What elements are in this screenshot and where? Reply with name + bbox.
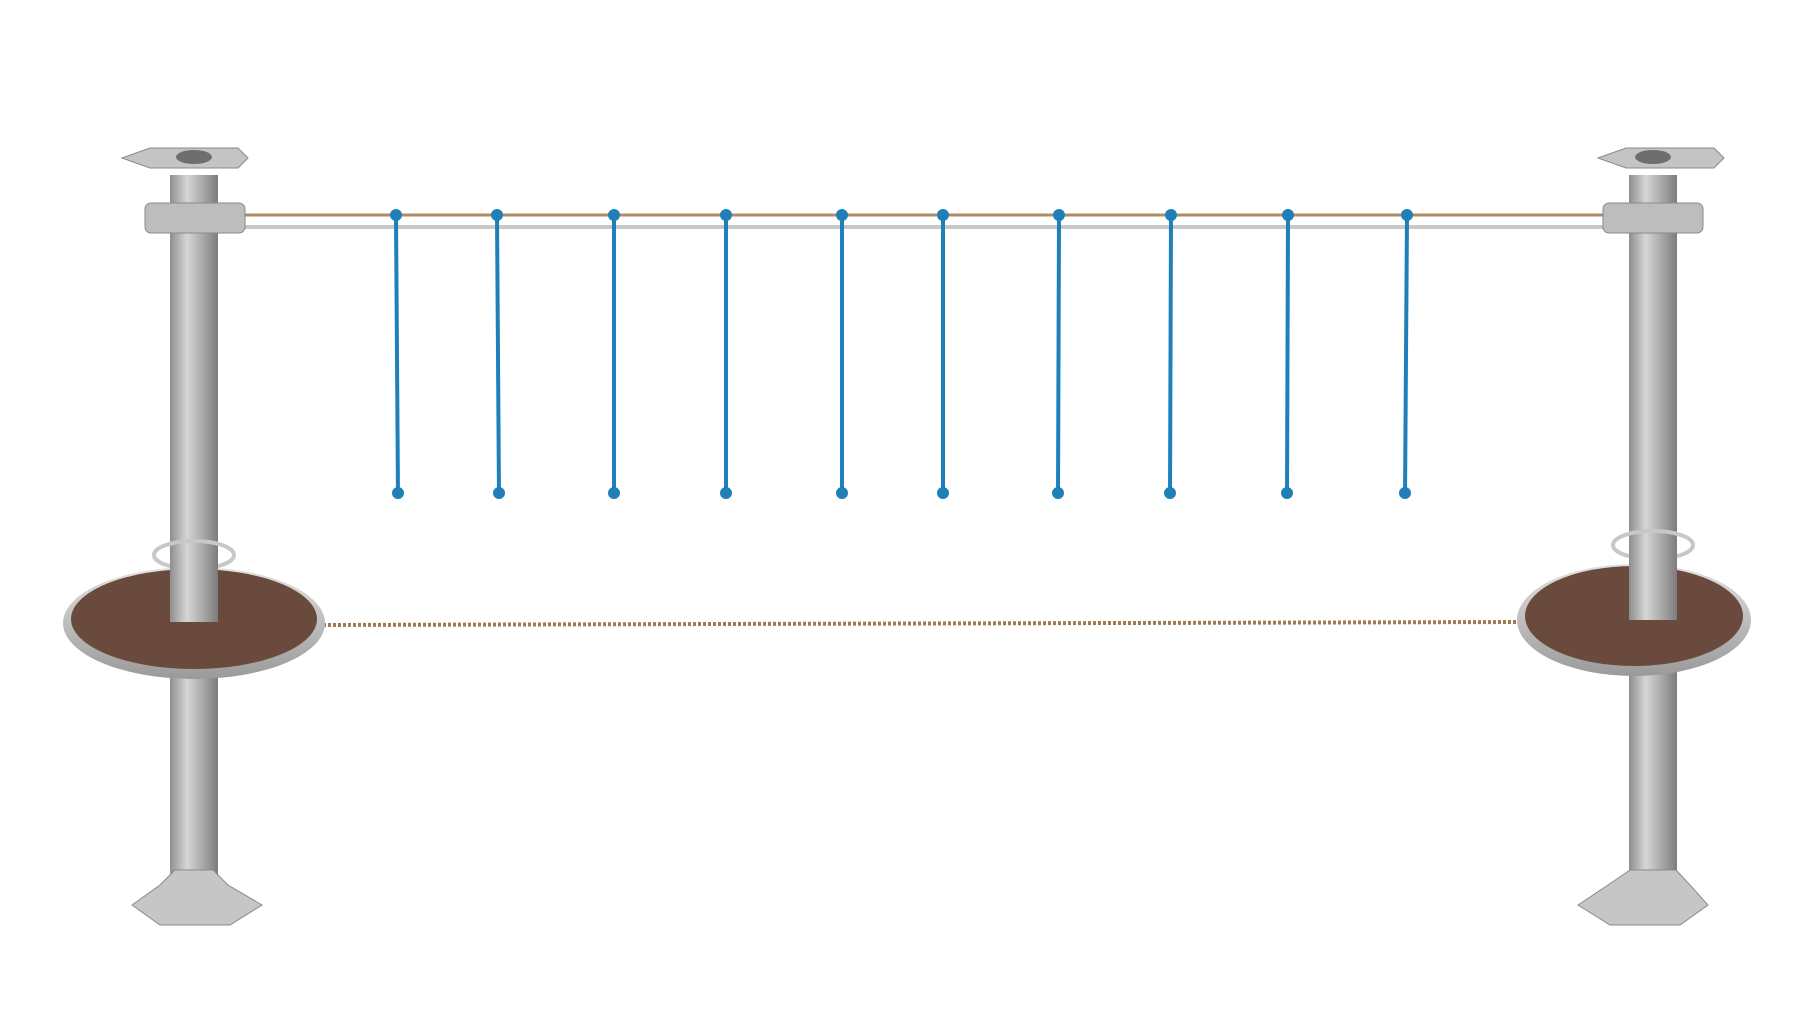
left-post <box>63 147 325 926</box>
hanging-rope <box>1052 209 1065 499</box>
pole <box>1629 175 1677 895</box>
cable-bracket <box>1602 202 1704 234</box>
hanging-ropes <box>390 209 1413 499</box>
hanging-rope <box>491 209 505 499</box>
hanging-rope <box>720 209 732 499</box>
cable-bracket <box>144 202 246 234</box>
base-plate <box>1577 869 1709 926</box>
hanging-rope <box>836 209 848 499</box>
pole-upper <box>1629 550 1677 620</box>
pole <box>170 175 218 895</box>
hanging-rope <box>1281 209 1294 499</box>
top-hole <box>1635 150 1671 164</box>
hanging-rope <box>390 209 404 499</box>
pole-upper <box>170 560 218 622</box>
top-hole <box>176 150 212 164</box>
hanging-rope <box>937 209 949 499</box>
right-post <box>1517 147 1751 926</box>
base-plate <box>131 869 263 926</box>
foot-rope <box>317 620 1521 627</box>
hanging-rope <box>608 209 620 499</box>
hanging-rope <box>1399 209 1413 499</box>
hanging-rope <box>1164 209 1177 499</box>
